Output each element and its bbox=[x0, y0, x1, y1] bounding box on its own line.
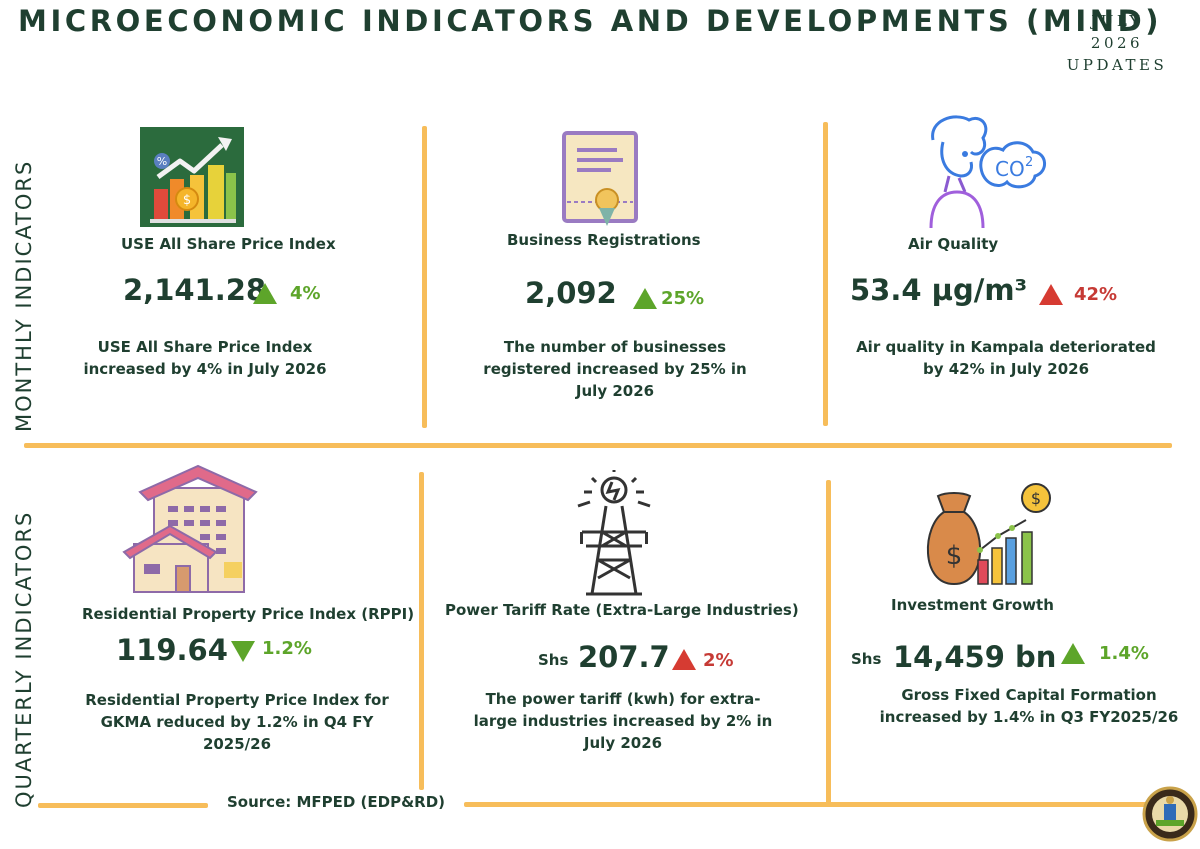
power-tariff-description: The power tariff (kwh) for extra-large i… bbox=[473, 690, 773, 752]
use-index-change: 4% bbox=[290, 283, 321, 304]
rppi-title: Residential Property Price Index (RPPI) bbox=[82, 605, 415, 623]
increase-arrow-icon bbox=[253, 283, 277, 304]
power-tariff-value: 207.7 bbox=[578, 640, 670, 674]
date-updates: UPDATES bbox=[1066, 56, 1168, 74]
stock-chart-icon: % $ bbox=[140, 127, 244, 231]
decrease-arrow-icon bbox=[231, 641, 255, 662]
svg-text:2: 2 bbox=[1025, 155, 1033, 170]
divider-vertical bbox=[823, 122, 828, 426]
divider-vertical bbox=[422, 126, 427, 428]
use-index-value: 2,141.28 bbox=[123, 273, 267, 307]
investment-growth-value: 14,459 bn bbox=[893, 640, 1057, 674]
business-registrations-value: 2,092 bbox=[525, 276, 617, 310]
power-tariff-change: 2% bbox=[703, 650, 734, 671]
rppi-description: Residential Property Price Index for GKM… bbox=[85, 691, 389, 753]
air-quality-value: 53.4 µg/m³ bbox=[850, 273, 1028, 307]
rppi-value: 119.64 bbox=[116, 633, 228, 667]
power-tower-icon bbox=[572, 470, 656, 600]
svg-text:$: $ bbox=[946, 541, 963, 571]
investment-growth-change: 1.4% bbox=[1099, 643, 1149, 664]
quarterly-section-label: QUARTERLY INDICATORS bbox=[12, 510, 36, 808]
date-month: JULY bbox=[1091, 12, 1143, 30]
air-quality-description: Air quality in Kampala deteriorated by 4… bbox=[856, 338, 1156, 378]
air-quality-change: 42% bbox=[1074, 284, 1118, 305]
date-year: 2026 bbox=[1090, 34, 1144, 52]
increase-arrow-icon bbox=[1061, 643, 1085, 664]
increase-arrow-icon bbox=[1039, 284, 1063, 305]
investment-growth-description: Gross Fixed Capital Formation increased … bbox=[879, 686, 1179, 726]
business-registrations-title: Business Registrations bbox=[507, 231, 701, 249]
houses-icon bbox=[120, 462, 260, 600]
source-note: Source: MFPED (EDP&RD) bbox=[227, 793, 446, 811]
increase-arrow-icon bbox=[672, 649, 696, 670]
svg-text:$: $ bbox=[1031, 489, 1041, 508]
rppi-change: 1.2% bbox=[262, 638, 312, 659]
use-index-description: USE All Share Price Index increased by 4… bbox=[83, 338, 327, 378]
svg-text:$: $ bbox=[183, 193, 191, 208]
investment-growth-currency: Shs bbox=[851, 650, 882, 668]
investment-growth-title: Investment Growth bbox=[891, 596, 1054, 614]
business-registrations-description: The number of businesses registered incr… bbox=[483, 338, 747, 400]
monthly-section-label: MONTHLY INDICATORS bbox=[12, 159, 36, 432]
divider-horizontal bbox=[24, 443, 1172, 448]
power-tariff-currency: Shs bbox=[538, 651, 569, 669]
use-index-title: USE All Share Price Index bbox=[121, 235, 336, 253]
business-registrations-change: 25% bbox=[661, 288, 705, 309]
footer-line-left bbox=[38, 803, 208, 808]
footer-line-right bbox=[464, 802, 1152, 807]
money-bag-growth-icon: $ $ bbox=[918, 482, 1054, 590]
date-badge: JULY 2026 UPDATES bbox=[1058, 10, 1176, 76]
svg-text:%: % bbox=[157, 155, 167, 168]
person-co2-icon: CO 2 bbox=[925, 112, 1053, 234]
divider-vertical bbox=[826, 480, 831, 804]
coat-of-arms-icon bbox=[1142, 786, 1198, 846]
increase-arrow-icon bbox=[633, 288, 657, 309]
svg-text:CO: CO bbox=[995, 157, 1025, 181]
divider-vertical bbox=[419, 472, 424, 790]
air-quality-title: Air Quality bbox=[908, 235, 999, 253]
certificate-icon bbox=[561, 130, 639, 232]
power-tariff-title: Power Tariff Rate (Extra-Large Industrie… bbox=[445, 601, 799, 619]
page-title: MICROECONOMIC INDICATORS AND DEVELOPMENT… bbox=[18, 4, 1163, 38]
